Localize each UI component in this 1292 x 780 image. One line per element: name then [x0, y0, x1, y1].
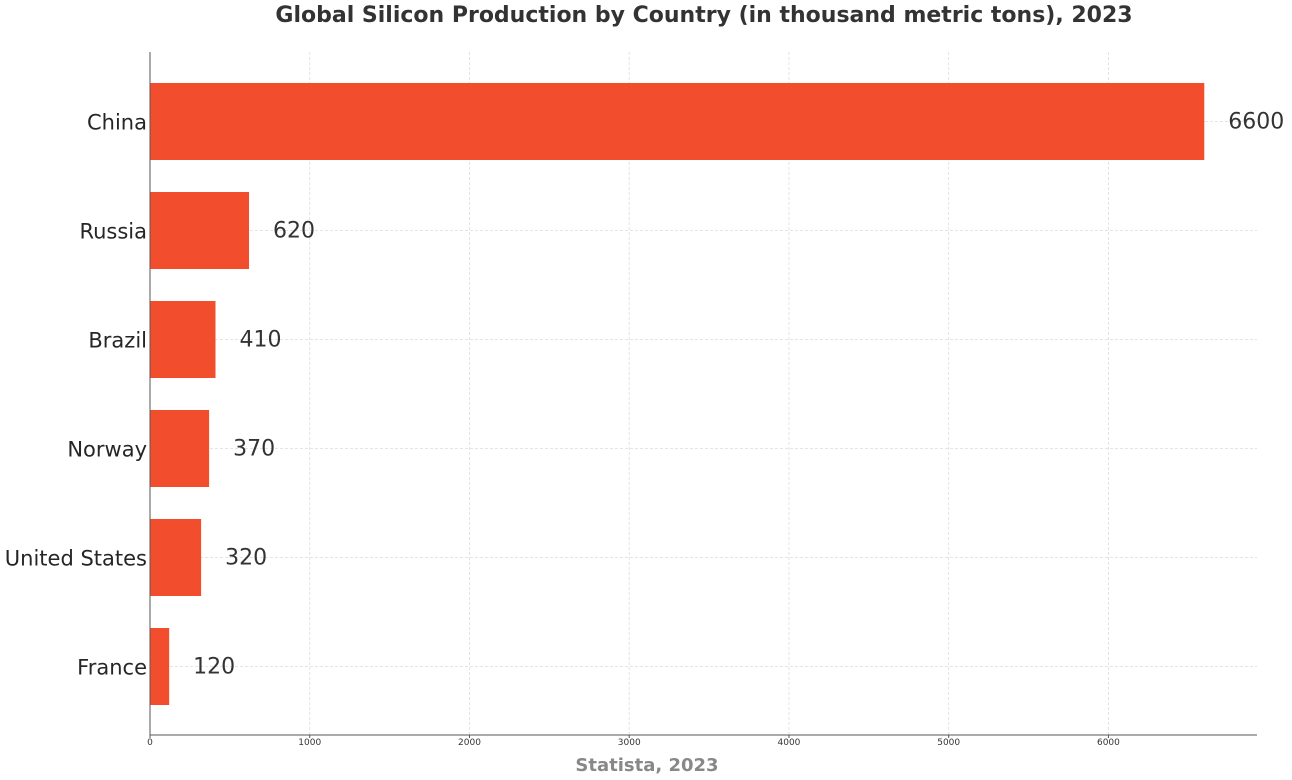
axes — [149, 52, 1257, 738]
category-label: Russia — [79, 220, 147, 244]
value-label: 620 — [273, 219, 315, 244]
bar-russia — [150, 192, 250, 269]
value-label: 6600 — [1228, 110, 1284, 135]
labels: 0 1000 2000 3000 4000 5000 6000 China 6600 Russia… — [5, 110, 1284, 749]
category-label: Brazil — [88, 329, 147, 353]
bar-norway — [150, 410, 210, 487]
bars — [150, 83, 1205, 705]
x-tick-label: 6000 — [1097, 738, 1120, 748]
x-tick-label: 1000 — [298, 738, 321, 748]
category-label: Norway — [67, 438, 147, 462]
x-tick-label: 0 — [147, 738, 153, 748]
bar-brazil — [150, 301, 216, 378]
x-axis-label: Statista, 2023 — [575, 755, 718, 776]
bar-china — [150, 83, 1205, 160]
x-tick-label: 5000 — [937, 738, 960, 748]
bar-united-states — [150, 519, 202, 596]
category-label: France — [77, 656, 147, 680]
category-label: China — [87, 111, 147, 135]
x-tick-label: 4000 — [778, 738, 801, 748]
bar-france — [150, 628, 170, 705]
value-label: 320 — [225, 546, 267, 571]
value-label: 410 — [239, 328, 281, 353]
chart-title: Global Silicon Production by Country (in… — [275, 3, 1132, 28]
x-tick-label: 2000 — [458, 738, 481, 748]
category-label: United States — [5, 547, 147, 571]
value-label: 370 — [233, 437, 275, 462]
x-tick-label: 3000 — [618, 738, 641, 748]
value-label: 120 — [193, 655, 235, 680]
